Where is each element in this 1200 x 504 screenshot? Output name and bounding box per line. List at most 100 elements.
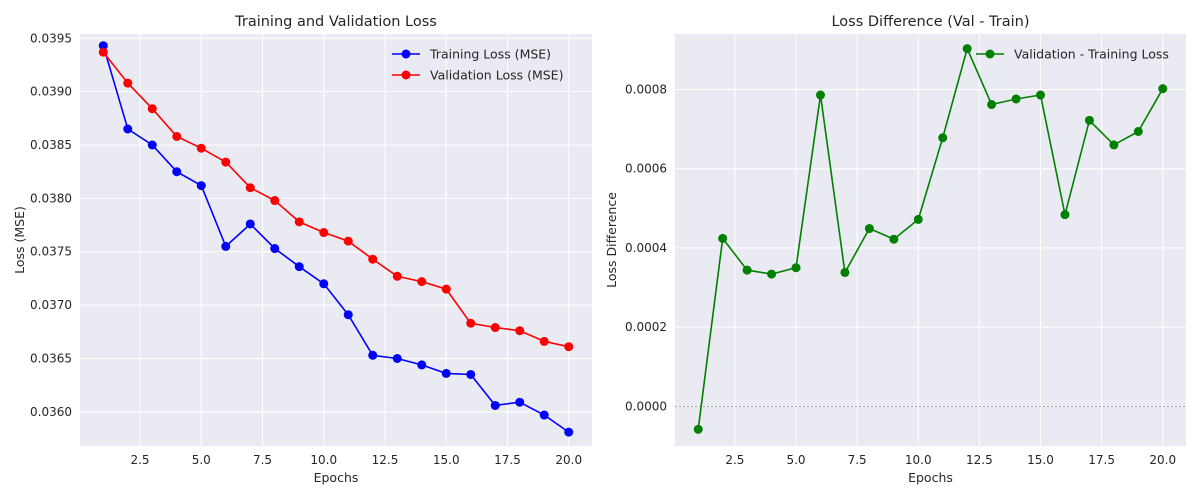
data-point — [245, 183, 255, 193]
data-point — [515, 397, 525, 407]
y-tick-label: 0.0360 — [30, 405, 72, 419]
data-point — [466, 369, 476, 379]
data-point — [417, 360, 427, 370]
legend-marker — [985, 49, 995, 59]
x-axis-label: Epochs — [314, 470, 359, 485]
series-line — [102, 45, 570, 433]
data-point — [539, 410, 549, 420]
x-tick-label: 10.0 — [905, 453, 932, 467]
y-tick-label: 0.0006 — [625, 162, 667, 176]
x-axis-label: Epochs — [908, 470, 953, 485]
data-point — [294, 262, 304, 272]
data-point — [767, 269, 777, 279]
x-tick-label: 20.0 — [1149, 453, 1176, 467]
y-tick-label: 0.0000 — [625, 399, 667, 413]
data-point — [938, 133, 948, 143]
y-axis-label: Loss (MSE) — [12, 206, 27, 274]
data-point — [147, 140, 157, 150]
data-point — [840, 267, 850, 277]
data-point — [417, 277, 427, 287]
data-point — [221, 241, 231, 251]
data-point — [693, 424, 703, 434]
data-point — [172, 167, 182, 177]
y-tick-label: 0.0002 — [625, 320, 667, 334]
legend-marker — [401, 49, 411, 59]
chart-title: Loss Difference (Val - Train) — [831, 14, 1029, 30]
data-point — [221, 157, 231, 167]
data-point — [490, 400, 500, 410]
data-point — [98, 41, 108, 51]
data-point — [1060, 210, 1070, 220]
x-tick-label: 2.5 — [130, 453, 149, 467]
data-point — [742, 265, 752, 275]
data-point — [172, 131, 182, 141]
data-point — [196, 181, 206, 191]
data-point — [815, 90, 825, 100]
x-tick-label: 17.5 — [494, 453, 521, 467]
data-point — [1133, 126, 1143, 136]
plot-area — [80, 34, 592, 446]
data-point — [791, 263, 801, 273]
y-tick-label: 0.0004 — [625, 241, 667, 255]
data-point — [490, 323, 500, 333]
x-tick-label: 7.5 — [253, 453, 272, 467]
x-tick-label: 2.5 — [725, 453, 744, 467]
y-axis-label: Loss Difference — [604, 192, 619, 288]
data-point — [1084, 115, 1094, 125]
x-tick-label: 5.0 — [786, 453, 805, 467]
x-tick-label: 17.5 — [1088, 453, 1115, 467]
data-point — [441, 284, 451, 294]
data-point — [319, 228, 329, 238]
y-tick-label: 0.0390 — [30, 85, 72, 99]
data-point — [718, 233, 728, 243]
plot-area — [675, 34, 1186, 446]
x-tick-label: 15.0 — [1027, 453, 1054, 467]
data-point — [343, 236, 353, 246]
data-point — [392, 271, 402, 281]
chart-title: Training and Validation Loss — [234, 14, 437, 30]
data-point — [1036, 90, 1046, 100]
data-point — [987, 100, 997, 110]
y-tick-label: 0.0375 — [30, 245, 72, 259]
x-tick-label: 7.5 — [848, 453, 867, 467]
x-tick-label: 15.0 — [433, 453, 460, 467]
y-tick-label: 0.0385 — [30, 138, 72, 152]
data-point — [147, 104, 157, 114]
data-point — [368, 350, 378, 360]
data-point — [368, 254, 378, 264]
data-point — [294, 217, 304, 227]
data-point — [270, 244, 280, 254]
data-point — [466, 318, 476, 328]
data-point — [913, 214, 923, 224]
data-point — [539, 336, 549, 346]
data-point — [1011, 94, 1021, 104]
x-tick-label: 12.5 — [372, 453, 399, 467]
chart-panel-1: 2.5 5.0 7.5 10.0 12.5 15.0 17.5 20.0 0.0360 0.036… — [12, 14, 592, 485]
legend-marker — [401, 70, 411, 80]
data-point — [962, 44, 972, 54]
x-tick-label: 12.5 — [966, 453, 993, 467]
y-tick-label: 0.0395 — [30, 31, 72, 45]
y-tick-label: 0.0370 — [30, 298, 72, 312]
data-point — [441, 368, 451, 378]
y-tick-label: 0.0008 — [625, 82, 667, 96]
data-point — [1109, 140, 1119, 150]
legend-label: Validation Loss (MSE) — [430, 68, 563, 83]
y-tick-label: 0.0380 — [30, 191, 72, 205]
chart-panel-2: 2.5 5.0 7.5 10.0 12.5 15.0 17.5 20.0 0.0000 0.000… — [604, 14, 1186, 485]
data-point — [123, 124, 133, 134]
data-point — [1158, 84, 1168, 94]
x-tick-label: 10.0 — [310, 453, 337, 467]
data-point — [392, 353, 402, 363]
y-tick-label: 0.0365 — [30, 351, 72, 365]
data-point — [123, 78, 133, 88]
data-point — [98, 47, 108, 57]
data-point — [515, 326, 525, 336]
data-point — [270, 196, 280, 206]
data-point — [196, 143, 206, 153]
data-point — [864, 224, 874, 234]
x-tick-label: 20.0 — [555, 453, 582, 467]
data-point — [343, 310, 353, 320]
